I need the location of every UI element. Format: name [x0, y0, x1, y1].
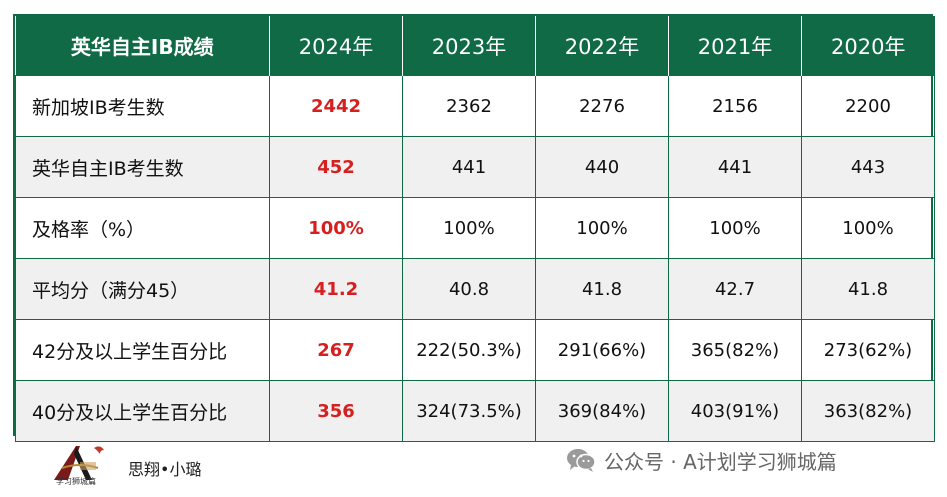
table-cell: 100%: [402, 197, 536, 259]
table-cell: 356: [269, 380, 403, 442]
row-label: 新加坡IB考生数: [15, 75, 270, 137]
wechat-account-name: 公众号 · A计划学习狮城篇: [604, 449, 837, 474]
header-year-2023: 2023年: [402, 16, 536, 76]
table-cell: 267: [269, 319, 403, 381]
table-cell: 365(82%): [668, 319, 802, 381]
table-cell: 42.7: [668, 258, 802, 320]
header-year-2024: 2024年: [269, 16, 403, 76]
table-cell: 100%: [535, 197, 669, 259]
brand-logo-icon: [54, 446, 104, 480]
table-cell: 291(66%): [535, 319, 669, 381]
results-table-container: 英华自主IB成绩 2024年 2023年 2022年 2021年 2020年 新…: [13, 14, 935, 442]
table-cell: 441: [668, 136, 802, 198]
wechat-icon: [567, 449, 596, 472]
table-row: 42分及以上学生百分比 267 222(50.3%) 291(66%) 365(…: [15, 319, 935, 381]
table-cell: 441: [402, 136, 536, 198]
table-cell: 369(84%): [535, 380, 669, 442]
table-cell: 443: [801, 136, 935, 198]
table-cell: 41.2: [269, 258, 403, 320]
table-cell: 2362: [402, 75, 536, 137]
table-row: 新加坡IB考生数 2442 2362 2276 2156 2200: [15, 75, 935, 137]
table-row: 英华自主IB考生数 452 441 440 441 443: [15, 136, 935, 198]
table-header-row: 英华自主IB成绩 2024年 2023年 2022年 2021年 2020年: [15, 16, 935, 76]
table-cell: 41.8: [535, 258, 669, 320]
row-label: 42分及以上学生百分比: [15, 319, 270, 381]
table-cell: 2442: [269, 75, 403, 137]
table-cell: 100%: [269, 197, 403, 259]
table-cell: 100%: [668, 197, 802, 259]
table-cell: 2156: [668, 75, 802, 137]
table-cell: 100%: [801, 197, 935, 259]
header-year-2020: 2020年: [801, 16, 935, 76]
row-label: 及格率（%）: [15, 197, 270, 259]
wechat-account-tag: 公众号 · A计划学习狮城篇: [566, 446, 837, 474]
table-cell: 324(73.5%): [402, 380, 536, 442]
table-cell: 273(62%): [801, 319, 935, 381]
table-cell: 363(82%): [801, 380, 935, 442]
table-row: 及格率（%） 100% 100% 100% 100% 100%: [15, 197, 935, 259]
footer: 学习狮城篇 思翔•小璐 公众号 · A计划学习狮城篇: [0, 436, 947, 497]
table-cell: 2276: [535, 75, 669, 137]
row-label: 平均分（满分45）: [15, 258, 270, 320]
table-cell: 452: [269, 136, 403, 198]
header-year-2022: 2022年: [535, 16, 669, 76]
ib-results-table: 英华自主IB成绩 2024年 2023年 2022年 2021年 2020年 新…: [15, 16, 935, 442]
table-cell: 2200: [801, 75, 935, 137]
logo-caption: 学习狮城篇: [56, 477, 96, 486]
table-cell: 440: [535, 136, 669, 198]
table-cell: 41.8: [801, 258, 935, 320]
table-cell: 222(50.3%): [402, 319, 536, 381]
table-row: 40分及以上学生百分比 356 324(73.5%) 369(84%) 403(…: [15, 380, 935, 442]
row-label: 英华自主IB考生数: [15, 136, 270, 198]
author-name: 思翔•小璐: [128, 460, 202, 479]
table-cell: 403(91%): [668, 380, 802, 442]
row-label: 40分及以上学生百分比: [15, 380, 270, 442]
header-title: 英华自主IB成绩: [15, 16, 270, 76]
header-year-2021: 2021年: [668, 16, 802, 76]
table-row: 平均分（满分45） 41.2 40.8 41.8 42.7 41.8: [15, 258, 935, 320]
table-cell: 40.8: [402, 258, 536, 320]
